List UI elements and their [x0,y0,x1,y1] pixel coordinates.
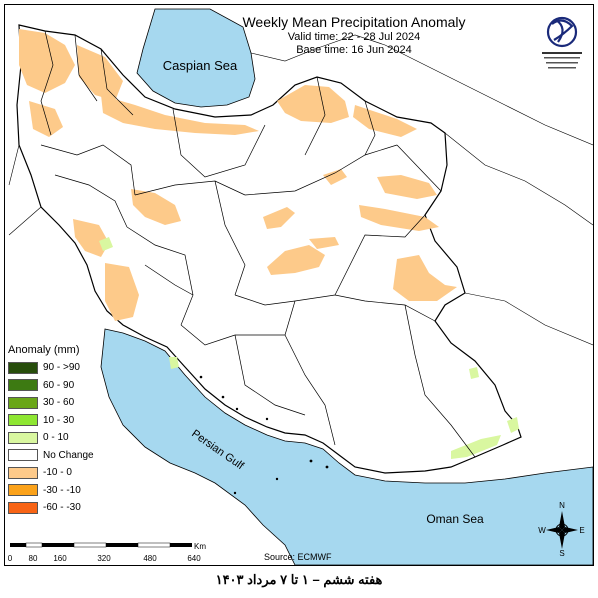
anomaly-positive-patches [99,237,519,459]
scale-tick: 640 [187,554,201,563]
compass-rose-icon [546,511,578,549]
map-frame: Caspian Sea Persian Gulf Oman Sea [4,4,594,566]
iran-outline [16,24,522,474]
green-south [169,357,179,369]
legend-label: -10 - 0 [43,467,72,479]
legend-rows: 90 - >90 60 - 90 30 - 60 10 - 30 0 - 10 No Ch… [8,359,108,517]
legend-item: -60 - -30 [8,499,108,517]
legend-swatch [8,501,38,514]
patch-east-2 [377,175,437,199]
legend-label: 30 - 60 [43,397,75,409]
legend-swatch [8,414,38,427]
patch-nw-2 [77,45,123,101]
green-west [99,237,113,251]
legend-label: -60 - -30 [43,502,81,514]
patch-ne-small [323,169,347,185]
legend-label: 0 - 10 [43,432,69,444]
province-boundaries [40,30,476,458]
legend-swatch [8,431,38,444]
compass-n: N [559,501,565,510]
legend-item: 90 - >90 [8,359,108,377]
legend-swatch [8,361,38,374]
legend-label: 90 - >90 [43,362,80,374]
legend-item: 10 - 30 [8,412,108,430]
oman-sea-label: Oman Sea [426,512,484,526]
patch-west-1 [131,189,181,225]
legend-item: -30 - -10 [8,482,108,500]
caspian-label: Caspian Sea [163,58,238,73]
legend-swatch [8,379,38,392]
legend-swatch [8,449,38,462]
patch-center-1 [263,207,295,229]
compass-w: W [538,526,546,535]
caspian-sea [136,8,256,108]
scale-tick: 0 [8,554,13,563]
legend-label: 10 - 30 [43,414,75,426]
neighbor-boundaries [8,34,593,346]
legend: Anomaly (mm) 90 - >90 60 - 90 30 - 60 10 - … [8,344,108,517]
north-arrow-compass: N S E W [538,498,586,558]
patch-center-3 [309,237,339,249]
green-se-2 [507,417,519,433]
data-source: Source: ECMWF [264,552,332,562]
map-title: Weekly Mean Precipitation Anomaly [242,14,466,30]
gulf-islands [199,375,329,495]
patch-east-3 [393,255,457,301]
legend-item: -10 - 0 [8,464,108,482]
patch-northeast [277,85,349,123]
map-canvas: Caspian Sea Persian Gulf Oman Sea [8,8,593,565]
scale-unit: Km [194,542,206,551]
legend-label: -30 - -10 [43,484,81,496]
patch-west-2 [73,219,109,257]
scale-bar: Km 0 80 160 320 480 640 [8,541,208,567]
compass-e: E [579,526,584,535]
base-time: Base time: 16 Jun 2024 [296,44,412,56]
persian-caption: هفته ششم – ۱ تا ۷ مرداد ۱۴۰۳ [215,572,383,587]
patch-center-2 [267,245,325,275]
scale-tick: 480 [143,554,157,563]
legend-label: No Change [43,449,94,461]
patch-east-1 [359,205,439,231]
legend-title: Anomaly (mm) [8,344,80,356]
legend-swatch [8,484,38,497]
logo-icon [546,16,578,48]
map-title-block: Weekly Mean Precipitation Anomaly Valid … [236,14,472,57]
scale-tick: 80 [29,554,38,563]
legend-item: No Change [8,447,108,465]
legend-item: 60 - 90 [8,377,108,395]
patch-north-band [101,95,259,135]
compass-s: S [559,549,564,558]
legend-swatch [8,466,38,479]
scale-tick: 320 [97,554,111,563]
green-east-small [469,367,479,379]
patch-ne-2 [353,105,417,137]
patch-west-3 [105,263,139,321]
legend-item: 30 - 60 [8,394,108,412]
legend-swatch [8,396,38,409]
legend-item: 0 - 10 [8,429,108,447]
scale-bar-segments [10,542,192,548]
organization-logo [536,12,588,78]
patch-nw-1 [19,29,75,93]
green-se-1 [451,435,501,459]
valid-time: Valid time: 22 - 28 Jul 2024 [287,31,421,43]
scale-tick: 160 [53,554,67,563]
legend-label: 60 - 90 [43,379,75,391]
persian-gulf [100,328,593,565]
